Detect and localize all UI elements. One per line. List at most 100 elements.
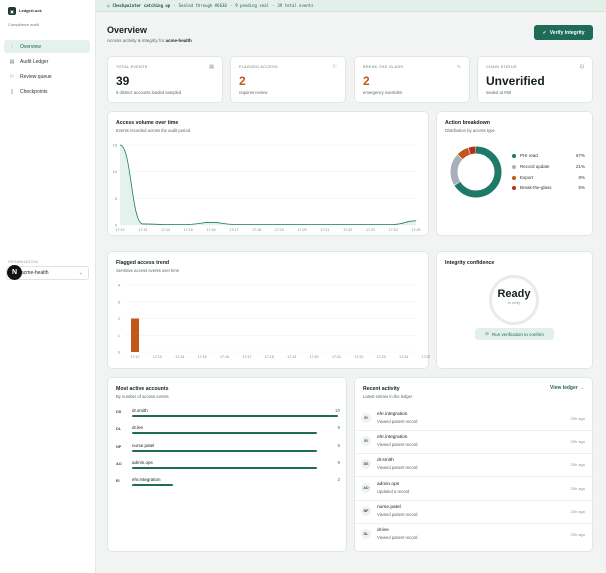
activity-row[interactable]: NP nurse.patel Viewed patient record 20h ag… [355, 502, 593, 524]
data-point [279, 224, 280, 225]
banner-separator: · [173, 3, 176, 8]
activity-time: 20h ago [570, 462, 585, 467]
sidebar-item-review-queue[interactable]: ⚐ Review queue [4, 70, 90, 83]
activity-description: Viewed patient record [377, 419, 418, 424]
activity-row[interactable]: EI ehr.integration Viewed patient record 20… [355, 409, 593, 431]
account-row[interactable]: DL dr.lee 9 [116, 425, 340, 440]
activity-row[interactable]: EI ehr.integration Viewed patient record 20… [355, 432, 593, 454]
x-tick-label: 17:16 [220, 355, 229, 359]
legend-pct: 5% [578, 185, 585, 190]
flag-icon: ⚐ [9, 73, 15, 80]
activity-description: Viewed patient record [377, 442, 418, 447]
x-tick-label: 17:24 [399, 355, 408, 359]
activity-time: 20h ago [570, 509, 585, 514]
legend-label: Record update [520, 164, 550, 169]
sidebar-item-checkpoints[interactable]: ▯ Checkpoints [4, 85, 90, 98]
activity-user: nurse.patel [377, 505, 401, 510]
account-row[interactable]: NP nurse.patel 9 [116, 443, 340, 458]
integrity-status-sub: to verify [507, 301, 521, 305]
card-title: Access volume over time [116, 120, 179, 126]
account-initials: AO [116, 462, 122, 466]
data-point [256, 224, 257, 225]
data-point [392, 224, 394, 225]
x-tick-label: 17:22 [343, 228, 352, 232]
sidebar-item-label: Review queue [20, 73, 52, 80]
legend-label: PHI read [520, 153, 538, 158]
sidebar-item-audit-ledger[interactable]: ▤ Audit Ledger [4, 55, 90, 68]
view-ledger-link[interactable]: View ledger → [550, 385, 585, 391]
check-circle-icon: ◎ [107, 3, 110, 8]
x-tick-label: 17:23 [366, 228, 375, 232]
stat-card-flagged-access: FLAGGED ACCESS ⚐ 2 requires review [230, 56, 346, 103]
card-title: Integrity confidence [445, 260, 495, 266]
account-bar [132, 415, 338, 417]
brand-name: LedgerLock [19, 8, 42, 13]
banner-separator: · [271, 3, 275, 8]
activity-user: ehr.integration [377, 412, 408, 417]
card-title: Flagged access trend [116, 260, 170, 266]
account-initials: EI [116, 479, 120, 483]
account-name: nurse.patel [132, 443, 155, 448]
account-row[interactable]: EI ehr.integration 2 [116, 477, 340, 492]
x-tick-label: 17:13 [153, 355, 162, 359]
x-tick-label: 17:14 [161, 228, 170, 232]
legend-label: Break-the-glass [520, 185, 552, 190]
page-subtitle-org: acme-health [165, 38, 192, 43]
legend-item: Export 8% [512, 175, 585, 180]
organization-value: acme-health [21, 270, 49, 276]
stat-label: BREAK-THE-GLASS [363, 65, 404, 69]
data-point [210, 222, 212, 223]
brand[interactable]: ▣ LedgerLock [8, 7, 42, 15]
x-tick-label: 17:23 [377, 355, 386, 359]
account-row[interactable]: DS dr.smith 10 [116, 408, 340, 423]
card-subtitle: Distribution by access type [445, 128, 495, 133]
banner-total: 39 total events [277, 3, 314, 8]
avatar: EI [361, 436, 371, 446]
account-row[interactable]: AO admin.ops 9 [116, 460, 340, 475]
x-tick-label: 17:20 [310, 355, 319, 359]
account-bar [132, 467, 318, 469]
stat-sub: emergency overrides [363, 90, 403, 95]
banner-pending: 9 pending seal [235, 3, 269, 8]
avatar: NP [361, 506, 371, 516]
x-tick-label: 17:15 [184, 228, 193, 232]
data-point [415, 220, 417, 222]
sidebar-item-label: Overview [20, 43, 41, 50]
card-subtitle: Events recorded across the audit period [116, 128, 191, 133]
data-point [301, 224, 303, 225]
activity-user: dr.smith [377, 458, 394, 463]
activity-row[interactable]: DS dr.smith Viewed patient record 20h ago [355, 455, 593, 477]
donut-slice [450, 146, 502, 198]
activity-row[interactable]: DL dr.lee Viewed patient record 20h ago [355, 525, 593, 547]
x-tick-label: 17:12 [116, 228, 125, 232]
stat-card-break-the-glass: BREAK-THE-GLASS ∿ 2 emergency overrides [354, 56, 470, 103]
check-icon: ✓ [542, 29, 547, 36]
ledger-icon: ▤ [9, 58, 15, 65]
sidebar-item-overview[interactable]: ⫶ Overview [4, 40, 90, 53]
avatar[interactable]: N [7, 265, 22, 280]
stat-label: TOTAL EVENTS [116, 65, 148, 69]
activity-time: 20h ago [570, 486, 585, 491]
account-name: dr.smith [132, 408, 148, 413]
account-initials: DS [116, 410, 122, 414]
account-initials: NP [116, 445, 122, 449]
stat-label: FLAGGED ACCESS [239, 65, 278, 69]
card-subtitle: By number of access events [116, 394, 169, 399]
banner-separator: · [229, 3, 233, 8]
card-title: Action breakdown [445, 120, 490, 126]
sidebar-item-label: Audit Ledger [20, 58, 49, 65]
x-tick-label: 17:20 [298, 228, 307, 232]
avatar: DS [361, 459, 371, 469]
action-breakdown-donut [450, 146, 502, 198]
legend-pct: 21% [575, 164, 585, 169]
run-verification-button[interactable]: ⊙ Run verification to confirm [475, 328, 554, 340]
account-name: admin.ops [132, 460, 153, 465]
series-line [119, 144, 417, 225]
chart-icon: ⫶ [11, 43, 13, 50]
verify-integrity-button[interactable]: ✓ Verify integrity [534, 25, 593, 40]
organization-select[interactable]: acme-health ⌄ [6, 266, 89, 280]
shield-icon: ⊙ [485, 331, 489, 336]
stat-sub: sealed at #60 [486, 90, 512, 95]
data-point [370, 224, 371, 225]
activity-row[interactable]: AO admin.ops Updated a record 20h ago [355, 479, 593, 501]
